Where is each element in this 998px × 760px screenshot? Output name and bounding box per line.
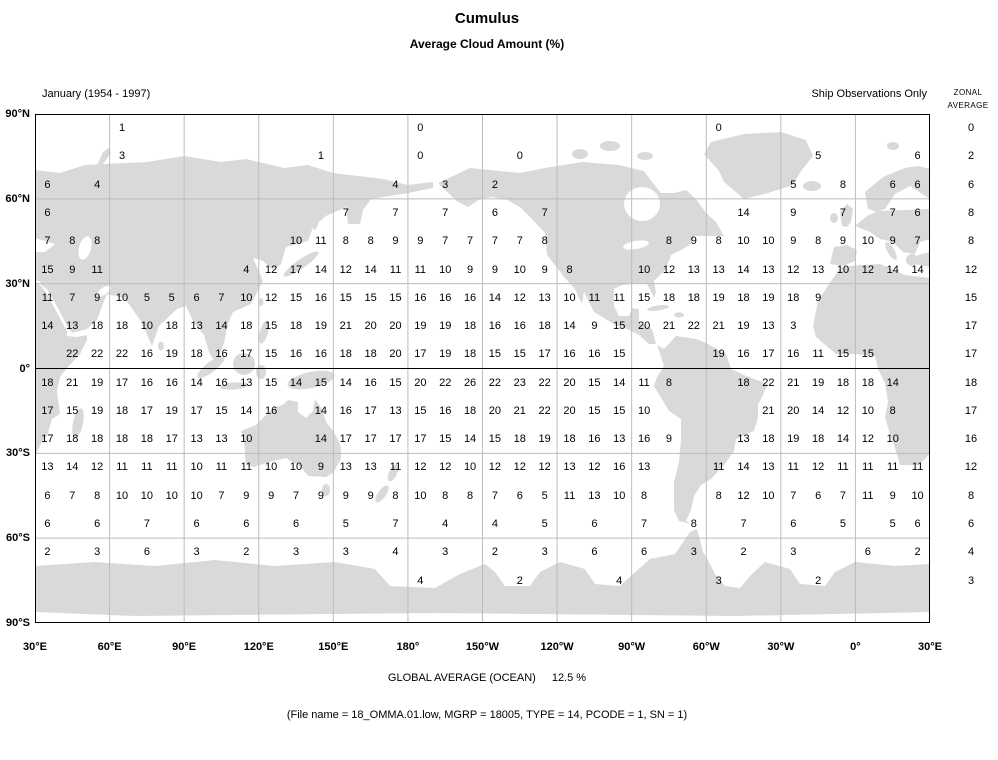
lon-axis-label: 60°W (692, 641, 720, 653)
caspian-sea (78, 236, 92, 260)
zonal-average-value: 4 (967, 546, 975, 559)
lat-axis-label: 90°N (5, 108, 30, 120)
persian-gulf (97, 285, 111, 297)
africa (813, 264, 930, 465)
south-america (654, 336, 768, 524)
philippines (259, 320, 269, 344)
chart-subtitle: Average Cloud Amount (%) (409, 37, 565, 51)
australia (241, 399, 341, 477)
hudson-bay (624, 187, 660, 221)
zonal-average-value: 2 (967, 150, 975, 163)
eurasia (35, 156, 433, 364)
lon-axis-label: 0° (850, 641, 861, 653)
hispaniola (674, 312, 684, 318)
scandinavia (865, 166, 930, 212)
tasmania (322, 484, 330, 496)
lon-axis-label: 60°E (97, 641, 122, 653)
global-average-label: GLOBAL AVERAGE (OCEAN) 12.5 % (0, 672, 974, 684)
arctic-island (600, 141, 620, 151)
zonal-average-value: 15 (964, 291, 978, 304)
greenland (704, 132, 813, 199)
iceland (803, 181, 821, 191)
zonal-header-line2: AVERAGE (947, 101, 989, 110)
lon-axis-label: 120°E (243, 641, 274, 653)
graticule (35, 114, 930, 623)
sakhalin (312, 208, 320, 230)
zonal-average-value: 17 (964, 348, 978, 361)
lon-axis-label: 90°E (172, 641, 197, 653)
europe (855, 209, 930, 254)
global-average-value: 12.5 % (551, 672, 587, 684)
zonal-average-value: 8 (967, 235, 975, 248)
zonal-average-value: 6 (967, 518, 975, 531)
zonal-average-value: 8 (967, 206, 975, 219)
zonal-average-value: 12 (964, 263, 978, 276)
source-label: Ship Observations Only (811, 88, 927, 100)
sri-lanka (158, 341, 164, 351)
cuba (647, 305, 669, 311)
lon-axis-label: 180° (396, 641, 420, 653)
sulawesi (256, 365, 266, 379)
novaya-zemlya (97, 148, 111, 170)
zonal-average-value: 17 (964, 320, 978, 333)
greece (906, 254, 918, 266)
zonal-average-value: 8 (967, 489, 975, 502)
java (220, 382, 248, 390)
lon-axis-label: 30°W (767, 641, 795, 653)
italy (885, 242, 897, 260)
lat-axis-label: 60°S (6, 532, 30, 545)
british-isles (840, 204, 853, 227)
period-label: January (1954 - 1997) (42, 88, 151, 100)
zonal-average-value: 16 (964, 433, 978, 446)
lon-axis-label: 150°W (465, 641, 500, 653)
zonal-average-value: 6 (967, 178, 975, 191)
global-average-text: GLOBAL AVERAGE (OCEAN) (387, 672, 536, 684)
inland-seas (78, 187, 660, 297)
zonal-average-value: 18 (964, 376, 978, 389)
new-zealand-north (387, 464, 399, 482)
lat-axis-label: 30°N (5, 277, 30, 290)
arctic-island (572, 149, 588, 159)
zonal-average-value: 12 (964, 461, 978, 474)
japan (283, 251, 319, 277)
borneo (233, 353, 255, 375)
lon-axis-label: 30°E (918, 641, 942, 653)
file-info-label: (File name = 18_OMMA.01.low, MGRP = 1800… (286, 709, 688, 721)
lon-axis-label: 30°E (23, 641, 47, 653)
chart-title: Cumulus (454, 10, 520, 27)
lon-axis-label: 90°W (618, 641, 646, 653)
zonal-average-value: 0 (967, 122, 975, 135)
new-zealand-south (375, 485, 389, 503)
zonal-average-value: 3 (967, 574, 975, 587)
zonal-average-header: ZONAL AVERAGE (938, 86, 998, 112)
map-frame (35, 114, 930, 623)
svalbard (887, 142, 899, 150)
new-guinea (287, 370, 335, 390)
arctic-island (637, 152, 653, 160)
lat-axis-label: 30°S (6, 447, 30, 460)
world-map (35, 114, 930, 623)
zonal-header-line1: ZONAL (953, 88, 983, 97)
madagascar (72, 408, 84, 438)
ireland (830, 213, 838, 223)
lon-axis-label: 150°E (318, 641, 349, 653)
lat-axis-label: 0° (19, 362, 30, 375)
sumatra (197, 355, 225, 379)
great-lakes (623, 240, 649, 250)
spain (830, 245, 857, 266)
taiwan (258, 298, 264, 306)
lat-axis-label: 60°N (5, 192, 30, 205)
lat-axis-label: 90°S (6, 617, 30, 629)
turkey (915, 252, 930, 267)
zonal-average-value: 17 (964, 404, 978, 417)
lon-axis-label: 120°W (540, 641, 574, 653)
